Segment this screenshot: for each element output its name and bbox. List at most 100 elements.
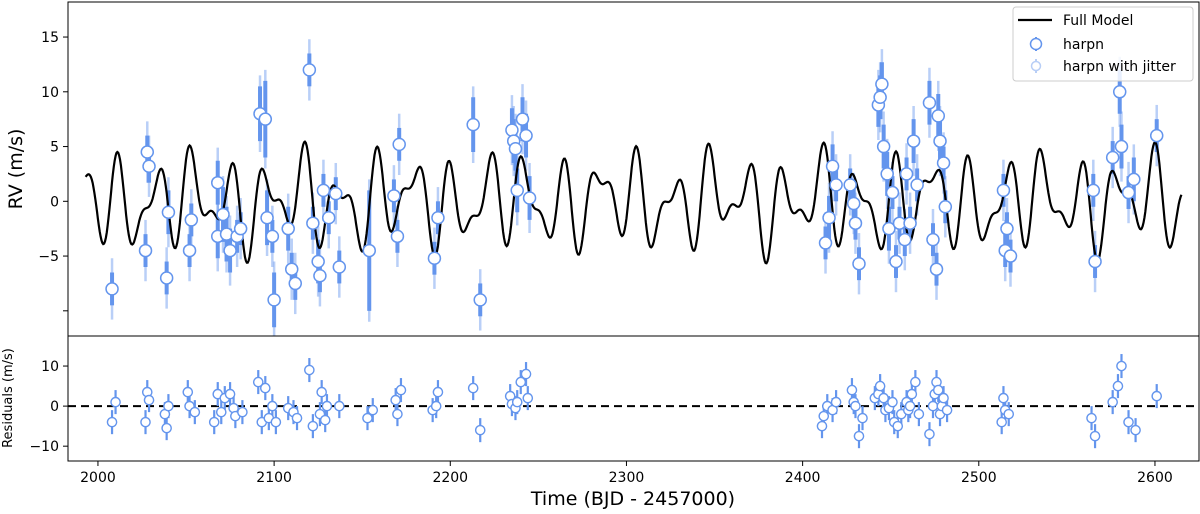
rv-point — [387, 189, 401, 203]
rv-point — [258, 112, 273, 126]
legend-model-label: Full Model — [1063, 13, 1133, 29]
rv-point — [1112, 85, 1127, 99]
legend-jitter-swatch — [1030, 59, 1042, 73]
rv-point — [933, 134, 947, 148]
x-tick-label: 2400 — [785, 470, 821, 486]
residuals-y-axis-label: Residuals (m/s) — [1, 348, 16, 448]
rv-point — [313, 269, 327, 283]
rv-point — [996, 183, 1011, 198]
residual-point — [1086, 412, 1097, 424]
residual-point — [904, 400, 916, 412]
residual-point — [237, 406, 248, 418]
residual-point — [846, 384, 858, 396]
residual-point — [367, 404, 379, 416]
residual-point — [941, 404, 953, 416]
residual-point — [215, 406, 227, 418]
residual-y-tick-label: 0 — [50, 399, 59, 415]
rv-point — [1003, 249, 1018, 263]
rv-point — [852, 256, 866, 271]
rv-point — [508, 141, 523, 156]
rv-points — [105, 63, 1164, 307]
residual-point — [1107, 396, 1118, 408]
rv-point — [898, 232, 912, 247]
rv-point — [140, 145, 155, 159]
residual-point — [267, 400, 278, 412]
residual-point — [857, 412, 868, 424]
x-axis-label: Time (BJD - 2457000) — [530, 488, 735, 510]
residual-point — [432, 386, 444, 398]
residual-point — [307, 420, 319, 432]
residual-y-tick-label: 10 — [41, 359, 59, 375]
rv-point — [288, 276, 303, 291]
residual-point — [319, 414, 331, 426]
rv-point — [899, 167, 914, 181]
residual-point — [924, 428, 935, 440]
rv-point — [829, 178, 843, 192]
rv-point — [1088, 254, 1102, 269]
rv-point — [875, 77, 889, 91]
residual-point — [110, 396, 121, 408]
rv-point — [392, 137, 406, 152]
residual-point — [252, 376, 264, 388]
rv-point — [216, 207, 230, 222]
residual-point — [1151, 390, 1163, 402]
rv-y-tick-label: 15 — [41, 30, 59, 46]
residual-point — [1112, 380, 1124, 392]
residual-point — [998, 392, 1009, 404]
rv-point — [880, 167, 894, 181]
rv-point — [1000, 221, 1014, 236]
rv-point — [936, 156, 951, 170]
residual-point — [830, 396, 842, 408]
residual-point — [430, 400, 442, 412]
rv-point — [182, 243, 197, 258]
rv-point — [515, 112, 530, 126]
rv-point — [931, 109, 946, 123]
rv-point — [390, 229, 405, 244]
legend-jitter-label: harpn with jitter — [1063, 59, 1176, 75]
rv-point — [818, 236, 833, 250]
rv-y-tick-label: −5 — [38, 249, 59, 265]
rv-point — [329, 186, 343, 201]
rv-point — [903, 216, 917, 230]
legend: Full Model harpn harpn with jitter — [1012, 6, 1194, 82]
rv-point — [306, 216, 320, 230]
residual-point — [1130, 424, 1141, 436]
rv-y-tick-label: 10 — [41, 85, 59, 101]
rv-y-ticks: −5 0 5 10 15 — [38, 30, 68, 312]
residual-point — [996, 416, 1007, 428]
residual-point — [892, 420, 904, 432]
rv-point — [822, 210, 836, 225]
rv-point — [159, 271, 174, 285]
residual-point — [1003, 408, 1015, 420]
residual-point — [1089, 430, 1101, 442]
rv-point — [519, 128, 533, 143]
x-tick-label: 2500 — [961, 470, 997, 486]
residual-y-tick-label: −10 — [29, 439, 59, 455]
rv-point — [846, 196, 861, 211]
residual-point — [913, 408, 925, 420]
rv-point — [473, 293, 487, 307]
rv-point — [910, 178, 924, 192]
residual-point — [511, 396, 523, 408]
residual-point — [878, 392, 889, 404]
rv-point — [281, 221, 295, 236]
rv-point — [922, 95, 937, 110]
residual-point — [224, 388, 236, 400]
rv-point — [882, 221, 896, 236]
residuals-panel: −10 0 10 2000 2100 2200 2300 2400 2500 2600 Resi… — [1, 335, 1200, 510]
rv-point — [889, 254, 903, 269]
rv-y-tick-label: 0 — [50, 194, 59, 210]
rv-point — [260, 210, 274, 225]
rv-point — [938, 200, 953, 214]
residual-point — [161, 422, 172, 434]
residual-point — [333, 400, 345, 412]
rv-point — [876, 139, 891, 154]
residual-point — [887, 396, 898, 408]
residual-point — [938, 392, 949, 404]
rv-point — [1105, 150, 1120, 165]
residual-point — [106, 416, 118, 428]
residual-point — [140, 416, 151, 428]
residual-point — [316, 386, 327, 398]
residual-point — [906, 388, 918, 400]
